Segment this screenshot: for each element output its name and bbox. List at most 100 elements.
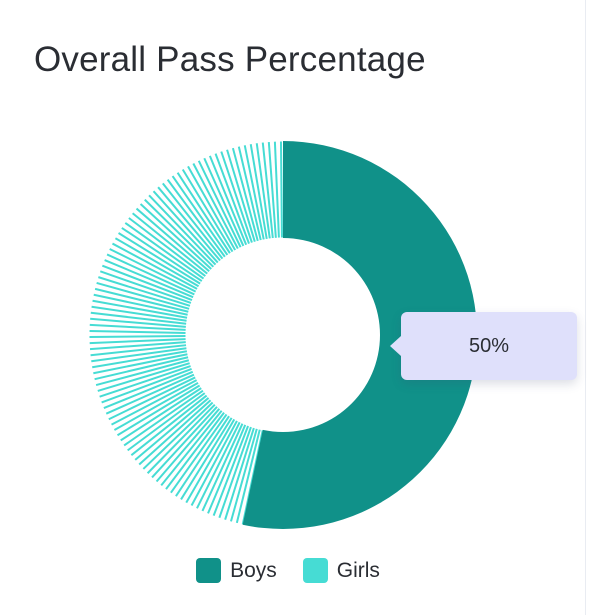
girls-slice-stripe — [176, 172, 231, 254]
girls-slice-stripe — [97, 362, 190, 392]
girls-slice-stripe — [90, 317, 186, 328]
girls-slice-stripe — [196, 421, 241, 509]
girls-slice-stripe — [91, 305, 187, 322]
girls-slice-stripe — [139, 203, 212, 270]
girls-slice-stripe — [203, 157, 245, 247]
girls-slice-stripe — [226, 149, 256, 242]
girls-slice-stripe — [128, 217, 206, 277]
girls-slice-stripe — [231, 147, 259, 242]
girls-slice-stripe — [118, 232, 201, 285]
chart-title: Overall Pass Percentage — [34, 40, 426, 79]
girls-slice-stripe — [267, 141, 277, 238]
girls-slice-stripe — [224, 427, 255, 520]
girls-slice-stripe — [98, 276, 191, 307]
girls-slice-stripe — [130, 394, 208, 456]
girls-slice-stripe — [101, 368, 192, 404]
girls-slice-stripe — [207, 424, 247, 514]
legend-item-girls[interactable]: Girls — [302, 558, 380, 583]
girls-slice-stripe — [165, 412, 225, 490]
girls-slice-stripe — [104, 259, 194, 299]
girls-slice-stripe — [166, 179, 226, 258]
girls-slice-stripe — [134, 397, 210, 461]
legend-item-boys[interactable]: Boys — [196, 558, 277, 583]
girls-slice-stripe — [273, 141, 280, 238]
girls-slice-stripe — [170, 413, 228, 494]
girls-slice-stripe — [235, 429, 261, 524]
girls-slice-stripe — [99, 270, 192, 304]
girls-slice-stripe — [138, 399, 212, 466]
girls-slice-stripe — [279, 141, 283, 238]
legend-swatch-girls — [302, 558, 328, 583]
legend-swatch-boys — [196, 558, 222, 583]
girls-slice-stripe — [92, 299, 188, 319]
girls-slice-stripe — [187, 165, 237, 251]
girls-slice-stripe — [180, 417, 233, 500]
girls-slice-stripe — [113, 381, 199, 431]
girls-slice-stripe — [108, 376, 196, 421]
girls-slice-stripe — [90, 311, 187, 325]
girls-slice-stripe — [131, 212, 208, 275]
girls-slice-stripe — [103, 370, 194, 410]
girls-slice-stripe — [230, 428, 258, 522]
girls-slice-stripe — [89, 338, 186, 345]
girls-slice-stripe — [148, 194, 217, 266]
girls-slice-stripe — [101, 264, 193, 301]
girls-slice-stripe — [89, 335, 186, 339]
chart-tooltip: 50% — [390, 312, 577, 380]
girls-slice-stripe — [89, 323, 186, 331]
girls-slice-stripe — [155, 408, 221, 483]
girls-slice-stripe — [185, 418, 236, 504]
girls-slice-stripe — [220, 151, 253, 243]
girls-slice-stripe — [114, 237, 200, 288]
girls-slice-stripe — [144, 198, 215, 268]
legend-label-girls: Girls — [336, 558, 380, 582]
girls-slice-stripe — [121, 227, 203, 282]
card-divider — [585, 0, 586, 615]
girls-slice-stripe — [123, 389, 204, 447]
girls-slice-stripe — [197, 160, 242, 248]
girls-slice-stripe — [106, 253, 195, 296]
girls-slice-stripe — [124, 222, 205, 280]
girls-slice-stripe — [146, 403, 216, 474]
girls-slice-stripe — [109, 248, 197, 293]
girls-slice-stripe — [175, 415, 230, 497]
boys-slice[interactable] — [242, 141, 478, 529]
girls-slice-stripe — [237, 146, 262, 241]
girls-slice-stripe — [94, 356, 189, 381]
girls-slice-stripe — [212, 425, 249, 517]
girls-slice-stripe — [96, 282, 190, 310]
girls-slice-stripe — [89, 329, 186, 334]
girls-slice-stripe — [152, 190, 219, 264]
girls-slice-stripe — [157, 186, 221, 262]
girls-slice-stripe — [92, 350, 188, 369]
girls-slice-stripe — [93, 353, 188, 375]
girls-slice[interactable] — [89, 141, 283, 525]
girls-slice-stripe — [218, 426, 252, 519]
girls-slice-stripe — [120, 387, 202, 442]
girls-slice-stripe — [192, 163, 239, 250]
girls-slice-stripe — [190, 420, 238, 507]
girls-slice-stripe — [142, 401, 214, 470]
girls-slice-stripe — [93, 293, 188, 316]
girls-slice-stripe — [214, 153, 250, 244]
girls-slice-stripe — [243, 145, 265, 240]
girls-slice-stripe — [95, 359, 190, 387]
girls-slice-stripe — [181, 168, 234, 253]
girls-slice-stripe — [255, 143, 271, 239]
chart-legend: Boys Girls — [0, 558, 576, 583]
girls-slice-stripe — [249, 144, 268, 240]
girls-slice-stripe — [89, 341, 186, 351]
girls-slice-stripe — [201, 423, 244, 512]
girls-slice-stripe — [162, 182, 224, 260]
girls-slice-stripe — [160, 410, 223, 487]
girls-slice-stripe — [261, 142, 274, 239]
girls-slice-stripe — [111, 379, 198, 426]
girls-slice-stripe — [241, 430, 264, 525]
girls-slice-stripe — [111, 242, 198, 290]
girls-slice-stripe — [135, 207, 210, 273]
girls-slice-stripe — [127, 392, 206, 452]
girls-slice-stripe — [171, 175, 229, 256]
girls-slice-stripe — [91, 347, 187, 363]
girls-slice-stripe — [90, 344, 187, 357]
